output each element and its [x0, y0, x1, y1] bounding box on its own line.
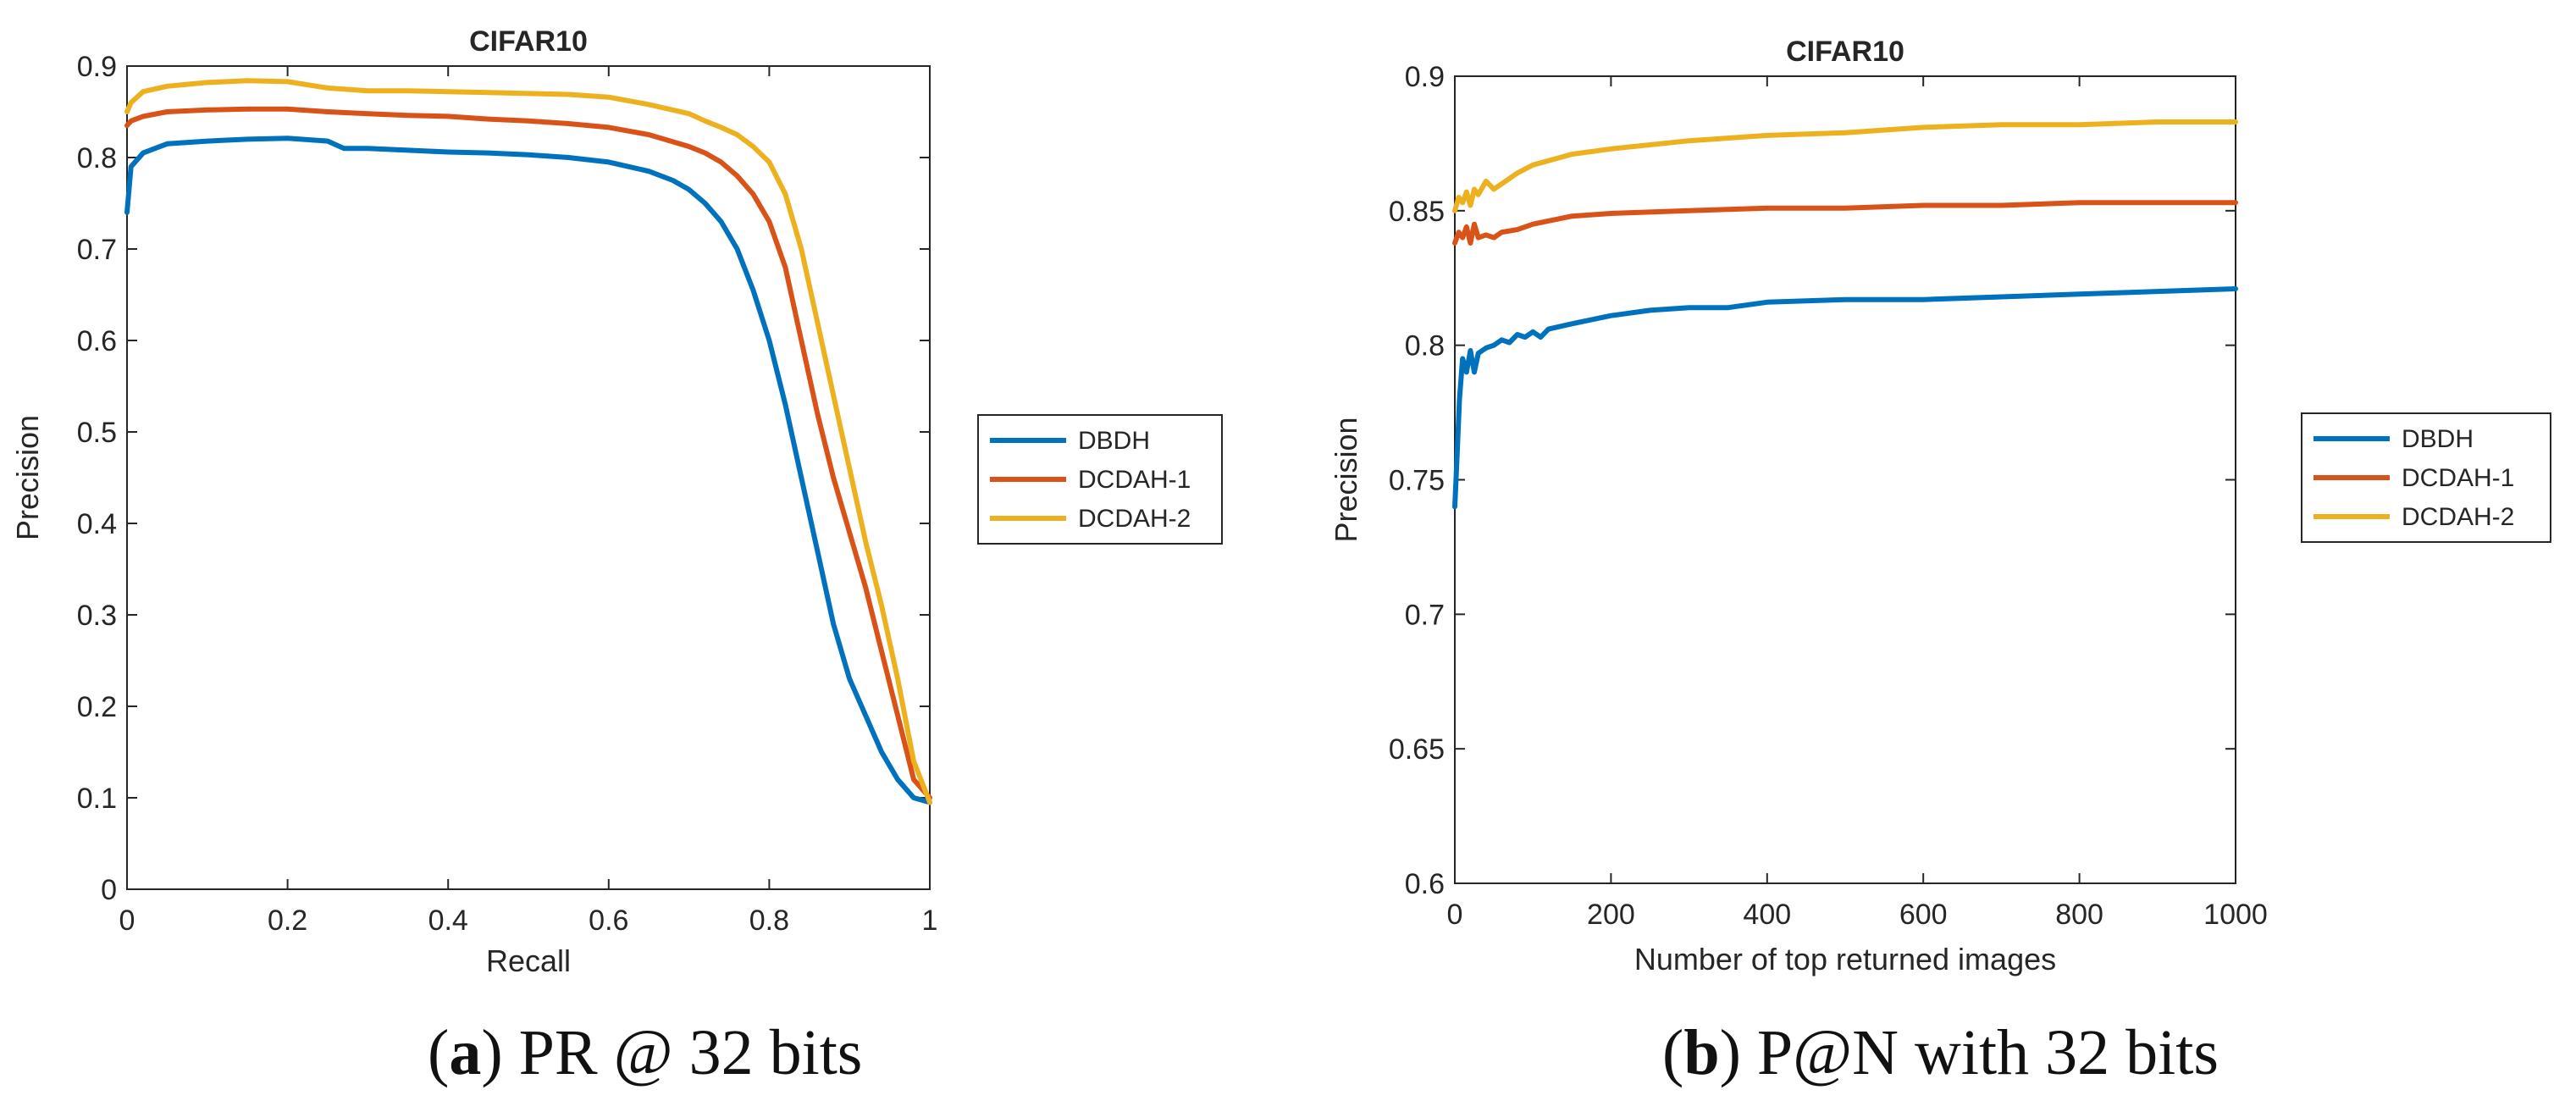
chart1-plot-area	[126, 65, 931, 890]
chart1-xtick-label: 0	[119, 905, 135, 937]
chart1-ytick-label: 0.2	[77, 691, 117, 723]
chart2-title: CIFAR10	[1786, 36, 1904, 68]
caption-b-letter: b	[1683, 1017, 1720, 1088]
chart1-xtick-label: 1	[922, 905, 938, 937]
chart1-ytick-label: 0.4	[77, 508, 117, 540]
chart1-legend-label-dbdh: DBDH	[1078, 427, 1150, 455]
chart2-ytick-label: 0.8	[1405, 330, 1445, 362]
chart1-ytick-label: 0.3	[77, 600, 117, 632]
chart2-ytick-label: 0.65	[1389, 733, 1445, 766]
chart2-xtick-label: 800	[2055, 899, 2103, 931]
chart2-x-axis-label: Number of top returned images	[1634, 942, 2056, 976]
chart2-xtick-label: 200	[1587, 899, 1635, 931]
chart1-xtick-label: 0.4	[428, 905, 468, 937]
chart1-series-line-dcdah-2	[124, 78, 932, 805]
chart1-series-line-dcdah-1	[124, 106, 932, 800]
chart1-ytick-label: 0.9	[77, 51, 117, 83]
chart1-xtick-label: 0.6	[589, 905, 628, 937]
chart2-ytick-label: 0.6	[1405, 868, 1445, 900]
chart1-xtick-label: 0.2	[268, 905, 307, 937]
chart2-xtick-label: 400	[1743, 899, 1791, 931]
caption-b-text: P@N with 32 bits	[1740, 1017, 2219, 1088]
chart1-x-axis-label: Recall	[486, 943, 571, 978]
chart2-series-line-dcdah-2	[1452, 119, 2238, 213]
chart2-xtick-label: 1000	[2203, 899, 2268, 931]
chart1-ytick-label: 0.8	[77, 142, 117, 174]
chart1-ytick-label: 0.6	[77, 325, 117, 357]
chart2-legend-label-dcdah-2: DCDAH-2	[2402, 503, 2514, 531]
chart1-title: CIFAR10	[469, 25, 588, 58]
chart2-series-line-dcdah-1	[1452, 200, 2238, 246]
chart1-ytick-label: 0.7	[77, 234, 117, 266]
chart2-legend-label-dbdh: DBDH	[2402, 425, 2474, 453]
chart1-legend-label-dcdah-1: DCDAH-1	[1078, 466, 1191, 494]
chart1-ytick-label: 0.1	[77, 783, 117, 815]
caption-b: (b) P@N with 32 bits	[1662, 1017, 2219, 1088]
caption-a-text: PR @ 32 bits	[502, 1017, 863, 1088]
caption-a-letter: a	[449, 1017, 482, 1088]
chart1-ytick-label: 0.5	[77, 417, 117, 449]
caption-a: (a) PR @ 32 bits	[428, 1017, 863, 1088]
chart2-series-line-dbdh	[1452, 286, 2238, 510]
chart1-xtick-label: 0.8	[749, 905, 789, 937]
chart2-ytick-label: 0.75	[1389, 465, 1445, 497]
chart2-ytick-label: 0.85	[1389, 196, 1445, 228]
chart2-xtick-label: 0	[1447, 899, 1463, 931]
chart2-xtick-label: 600	[1899, 899, 1948, 931]
chart2-y-axis-label: Precision	[1329, 417, 1363, 542]
chart1-legend-label-dcdah-2: DCDAH-2	[1078, 505, 1191, 533]
chart2-legend-label-dcdah-1: DCDAH-1	[2402, 464, 2514, 492]
chart2-ytick-label: 0.7	[1405, 599, 1445, 631]
chart2-plot-area	[1454, 75, 2236, 884]
chart1-series-line-dbdh	[124, 136, 932, 805]
chart1-ytick-label: 0	[101, 874, 117, 906]
chart2-ytick-label: 0.9	[1405, 61, 1445, 93]
chart1-y-axis-label: Precision	[10, 415, 45, 540]
